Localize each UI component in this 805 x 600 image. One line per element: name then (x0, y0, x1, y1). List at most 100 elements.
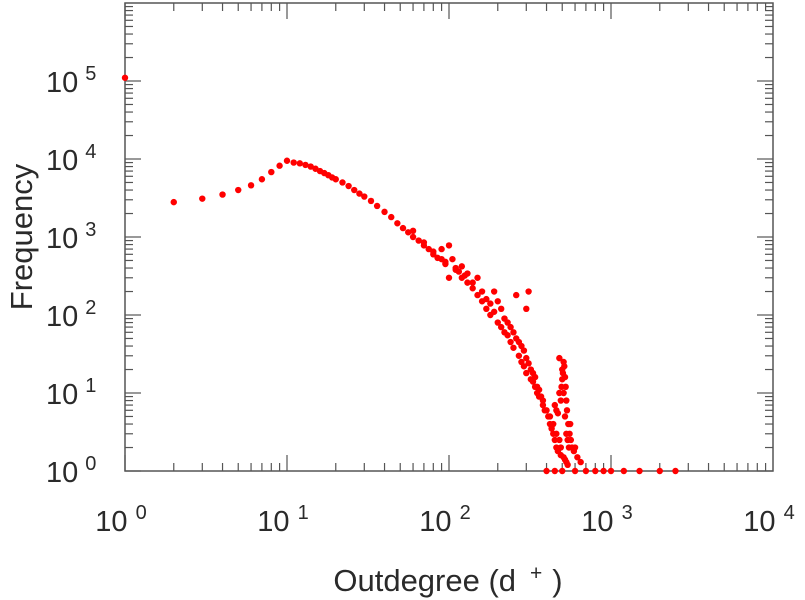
data-point (656, 467, 663, 475)
data-point (607, 467, 615, 475)
data-point (268, 168, 275, 176)
y-tick-label: 10 2 (46, 297, 96, 333)
data-point (543, 467, 550, 475)
data-point (283, 157, 291, 164)
data-point (494, 319, 501, 326)
data-point (345, 182, 352, 190)
data-point (551, 467, 559, 475)
x-axis-title-main: Outdegree (d (333, 563, 516, 598)
data-point (554, 410, 562, 417)
data-point (464, 279, 471, 286)
data-point (445, 274, 453, 281)
data-point (373, 202, 381, 210)
data-point (600, 467, 607, 475)
y-tick-label: 10 5 (46, 63, 96, 99)
data-point (523, 369, 530, 377)
data-point (497, 323, 505, 331)
data-point (556, 389, 563, 397)
data-point (525, 360, 532, 367)
data-point (121, 74, 129, 81)
x-tick-label: 10 4 (743, 502, 794, 538)
data-point (571, 467, 579, 475)
data-point (563, 407, 571, 414)
data-point (557, 397, 565, 404)
y-axis-title: Frequency (4, 163, 39, 310)
data-point (592, 467, 599, 475)
data-point (258, 176, 266, 183)
data-point (474, 291, 481, 299)
data-point (556, 436, 563, 444)
data-point (523, 305, 530, 313)
data-point (367, 197, 375, 205)
data-point (582, 467, 590, 475)
data-point (513, 291, 520, 299)
data-point (537, 393, 545, 400)
y-tick-label: 10 4 (46, 141, 96, 177)
data-point (531, 373, 539, 381)
data-point (567, 436, 575, 444)
data-point (520, 347, 528, 354)
data-point (515, 352, 523, 359)
data-point (504, 332, 511, 339)
data-point (296, 160, 304, 167)
data-point (565, 420, 572, 428)
data-point (458, 263, 466, 270)
x-tick-label: 10 0 (95, 502, 146, 538)
data-point (564, 461, 571, 469)
data-point (415, 237, 422, 244)
data-point (561, 363, 568, 370)
data-point (469, 279, 476, 286)
data-point (636, 467, 643, 475)
data-point (494, 298, 501, 305)
data-point (449, 255, 456, 263)
data-point (551, 436, 559, 444)
data-point (290, 159, 297, 166)
data-point (620, 467, 628, 475)
x-axis-title: Outdegree (d +) (333, 562, 562, 598)
data-point (577, 458, 584, 466)
data-point (332, 176, 339, 183)
data-point (302, 161, 309, 169)
data-point (483, 295, 490, 303)
data-point (562, 383, 569, 391)
x-axis-title-close: ) (552, 563, 562, 598)
data-point (170, 198, 177, 206)
data-point (561, 413, 569, 420)
y-tick-label: 10 1 (46, 375, 96, 411)
data-points (121, 74, 679, 475)
data-point (520, 363, 528, 370)
data-point (438, 245, 445, 253)
data-point (219, 191, 226, 198)
data-point (409, 227, 417, 235)
data-point (561, 373, 569, 381)
data-point (442, 258, 449, 266)
data-point (464, 270, 471, 277)
data-point (199, 195, 206, 202)
data-point (490, 308, 498, 315)
data-point (539, 401, 547, 409)
data-point (356, 190, 363, 197)
data-point (487, 300, 494, 307)
data-point (430, 248, 437, 255)
data-point (559, 467, 566, 475)
data-point (276, 162, 283, 169)
data-point (445, 242, 453, 249)
data-point (535, 386, 543, 393)
plot-frame (124, 2, 774, 472)
data-point (399, 224, 407, 232)
data-point (563, 397, 570, 404)
data-point (574, 454, 581, 461)
data-point (504, 319, 511, 326)
data-point (507, 323, 514, 331)
tick-labels: 10 0 10 1 10 2 10 3 10 4 10 0 10 1 10 2 10 3 10 4 10 5 (46, 63, 795, 538)
data-point (351, 186, 358, 194)
y-tick-label: 10 0 (46, 453, 96, 489)
data-point (474, 274, 481, 281)
y-tick-label: 10 3 (46, 219, 96, 255)
data-point (541, 407, 548, 414)
data-point (556, 354, 563, 362)
data-point (672, 467, 679, 475)
data-point (235, 186, 242, 194)
data-point (452, 266, 459, 273)
